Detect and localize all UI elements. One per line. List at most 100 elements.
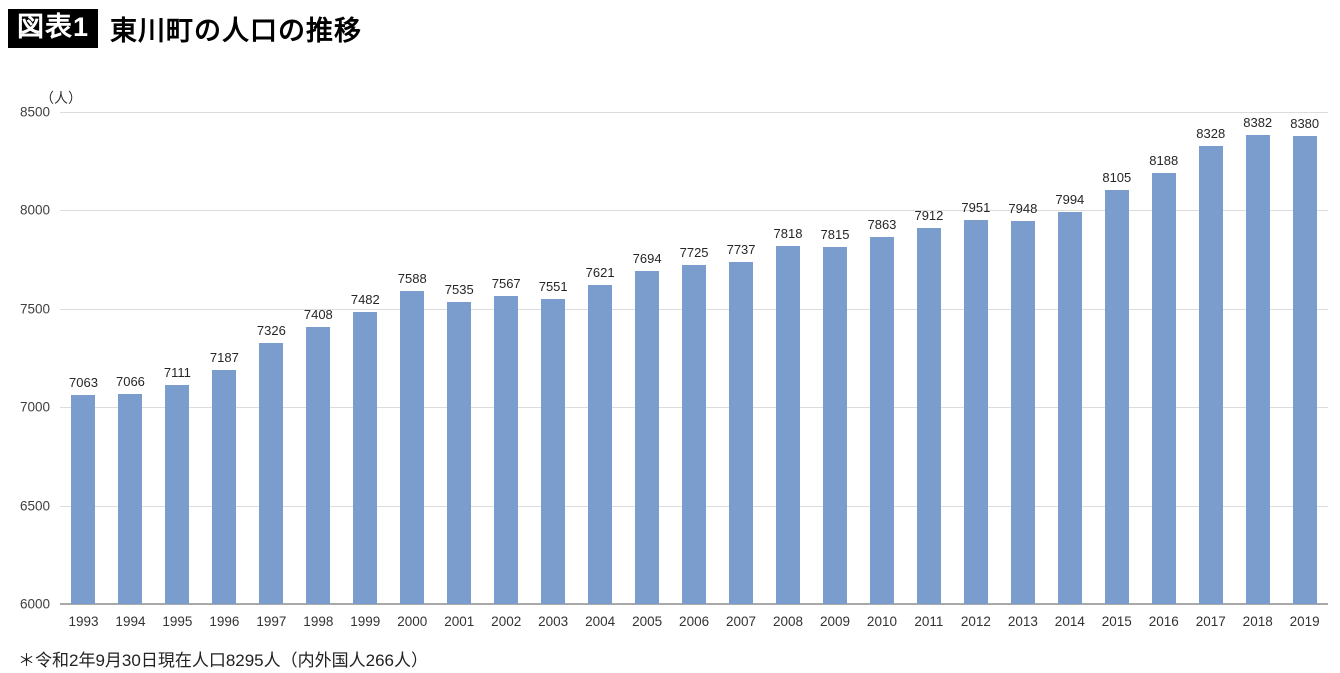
bar-column: 7066 1994 [107, 112, 154, 629]
bar-column: 8328 2017 [1187, 112, 1234, 629]
plot-area: 7063 1993 7066 1994 7111 1995 7187 1996 7326 1997… [60, 112, 1328, 629]
bar-column: 7567 2002 [483, 112, 530, 629]
x-tick-label: 1997 [256, 614, 287, 629]
bar [494, 295, 519, 604]
x-tick-label: 1999 [350, 614, 381, 629]
bar [776, 246, 801, 604]
gridline [60, 603, 1328, 605]
x-tick-label: 2000 [397, 614, 428, 629]
bar-column: 7535 2001 [436, 112, 483, 629]
bar-value-label: 7187 [209, 350, 239, 366]
bar-column: 7588 2000 [389, 112, 436, 629]
bar-column: 7815 2009 [812, 112, 859, 629]
x-tick-label: 2006 [679, 614, 710, 629]
bar-value-label: 7326 [256, 323, 286, 339]
bar-value-label: 7066 [115, 374, 145, 390]
bar-value-label: 7863 [867, 217, 897, 233]
bar-value-label: 7535 [444, 281, 474, 297]
bar-value-label: 7948 [1008, 200, 1038, 216]
bar [682, 264, 707, 604]
bar [1104, 189, 1129, 604]
x-tick-label: 2003 [538, 614, 569, 629]
bar-column: 7063 1993 [60, 112, 107, 629]
bar-value-label: 7725 [679, 244, 709, 260]
bar-value-label: 7694 [632, 250, 662, 266]
bar-column: 7187 1996 [201, 112, 248, 629]
y-tick-label: 6000 [19, 596, 50, 612]
x-tick-label: 2011 [914, 614, 944, 629]
bar-column: 8188 2016 [1140, 112, 1187, 629]
bar-column: 8380 2019 [1281, 112, 1328, 629]
x-tick-label: 2002 [491, 614, 522, 629]
x-tick-label: 2015 [1101, 614, 1132, 629]
x-tick-label: 2010 [866, 614, 897, 629]
x-tick-label: 2016 [1148, 614, 1179, 629]
bar-value-label: 7588 [397, 271, 427, 287]
bar [588, 285, 613, 604]
gridline [60, 112, 1328, 113]
y-tick-label: 8500 [19, 104, 50, 120]
bar-value-label: 7951 [961, 200, 991, 216]
bar [212, 370, 237, 604]
x-tick-label: 1993 [68, 614, 99, 629]
x-tick-label: 2019 [1289, 614, 1320, 629]
bar-column: 7111 1995 [154, 112, 201, 629]
figure-badge: 図表1 [8, 9, 99, 49]
bar-value-label: 7408 [303, 306, 333, 322]
bar [1198, 145, 1223, 604]
bar-value-label: 7818 [773, 226, 803, 242]
x-tick-label: 1994 [115, 614, 146, 629]
y-tick-label: 7500 [19, 301, 50, 317]
x-tick-label: 1995 [162, 614, 193, 629]
y-tick-label: 7000 [19, 399, 50, 415]
bar [963, 220, 988, 604]
x-tick-label: 2017 [1195, 614, 1226, 629]
bar [353, 312, 378, 604]
bar-column: 7912 2011 [905, 112, 952, 629]
bar [541, 298, 566, 604]
x-tick-label: 2012 [960, 614, 991, 629]
bar [1245, 135, 1270, 604]
x-tick-label: 2008 [772, 614, 804, 629]
bar [729, 262, 754, 604]
bar [165, 385, 190, 604]
y-tick-label: 8000 [19, 202, 50, 218]
bar-value-label: 7737 [726, 242, 756, 258]
y-axis: 6000 6500 7000 7500 8000 8500 [0, 105, 50, 612]
bar [400, 291, 425, 604]
y-axis-unit-label: （人） [40, 90, 82, 106]
bar-column: 7408 1998 [295, 112, 342, 629]
bar-value-label: 7482 [350, 292, 380, 308]
bar-value-label: 7567 [491, 275, 521, 291]
bar-value-label: 7111 [163, 365, 191, 381]
bar [869, 237, 894, 604]
bar-value-label: 7551 [538, 278, 568, 294]
bar [118, 394, 143, 604]
bar-column: 7818 2008 [765, 112, 812, 629]
bar-column: 7694 2005 [624, 112, 671, 629]
bar-value-label: 8382 [1243, 115, 1273, 131]
x-tick-label: 2004 [585, 614, 616, 629]
bar-column: 7994 2014 [1046, 112, 1093, 629]
bar-column: 8105 2015 [1093, 112, 1140, 629]
bar [1057, 211, 1082, 604]
bar-value-label: 7063 [69, 374, 98, 390]
bar-column: 7326 1997 [248, 112, 295, 629]
bar-column: 7482 1999 [342, 112, 389, 629]
x-tick-label: 2018 [1242, 614, 1273, 629]
x-tick-label: 2009 [819, 614, 851, 629]
bar-value-label: 7994 [1055, 191, 1085, 207]
bar-column: 7737 2007 [718, 112, 765, 629]
x-tick-label: 1998 [303, 614, 334, 629]
chart-header: 図表1 東川町の人口の推移 [8, 9, 362, 49]
bar-value-label: 7815 [820, 226, 850, 242]
bar-column: 7551 2003 [530, 112, 577, 629]
x-tick-label: 1996 [209, 614, 240, 629]
bar-value-label: 7912 [914, 207, 944, 223]
bar [71, 394, 96, 604]
footnote: ＊令和2年9月30日現在人口8295人（内外国人266人） [18, 651, 428, 670]
bar-value-label: 8188 [1149, 153, 1179, 169]
bar-value-label: 8105 [1102, 169, 1132, 185]
bar [635, 270, 660, 604]
